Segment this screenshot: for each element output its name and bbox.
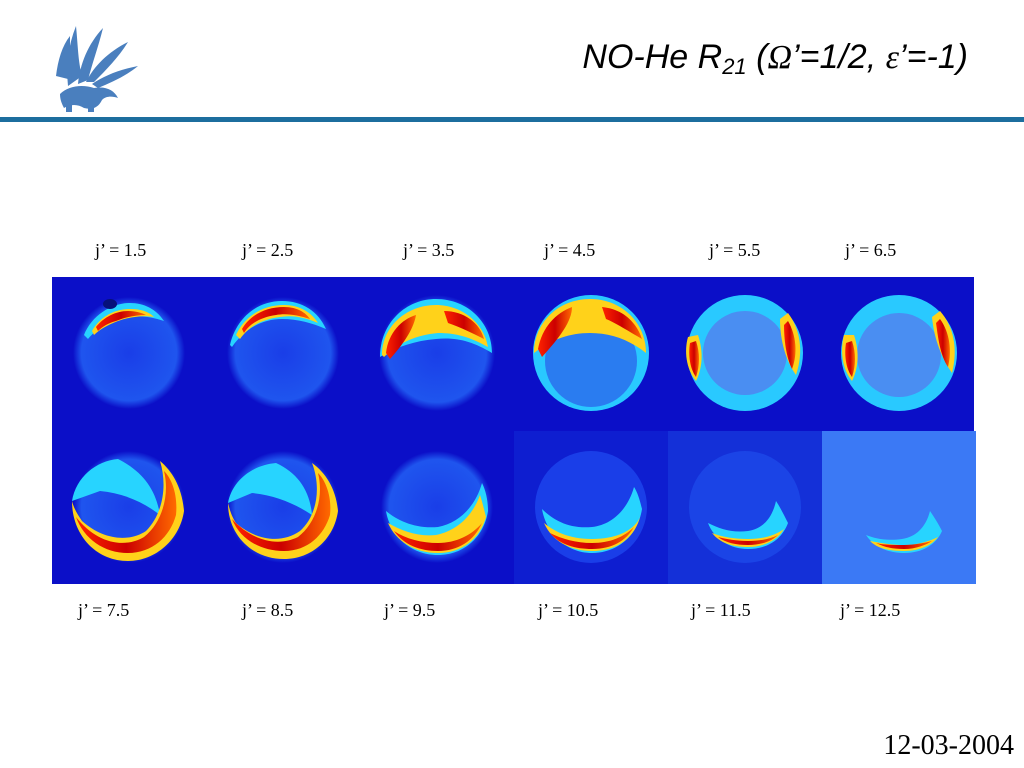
griffin-emblem-icon (56, 26, 138, 112)
image-panel-2 (227, 297, 339, 409)
header-divider (0, 117, 1024, 122)
label-top-5: j’ = 5.5 (709, 240, 761, 260)
label-top-4: j’ = 4.5 (544, 240, 596, 260)
epsilon-symbol: ε (885, 39, 900, 76)
image-panel-4 (533, 295, 649, 411)
title-end: ’=-1) (899, 38, 968, 76)
image-panel-10 (514, 431, 668, 584)
image-panel-grid (52, 277, 976, 584)
slide-title: NO-He R21 (Ω’=1/2, ε’=-1) (582, 38, 968, 80)
image-panel-9 (381, 451, 493, 563)
label-bottom-2: j’ = 8.5 (242, 600, 294, 620)
label-top-3: j’ = 3.5 (403, 240, 455, 260)
title-mid: ’=1/2, (792, 38, 886, 76)
omega-symbol: Ω (767, 39, 793, 76)
title-open: ( (746, 38, 768, 76)
label-bottom-3: j’ = 9.5 (384, 600, 436, 620)
label-top-2: j’ = 2.5 (242, 240, 294, 260)
label-top-6: j’ = 6.5 (845, 240, 897, 260)
label-bottom-4: j’ = 10.5 (538, 600, 599, 620)
image-panel-3 (379, 295, 495, 411)
label-bottom-1: j’ = 7.5 (78, 600, 130, 620)
image-panel-1 (73, 297, 185, 409)
label-bottom-6: j’ = 12.5 (840, 600, 901, 620)
image-panel-11 (668, 431, 822, 584)
label-top-1: j’ = 1.5 (95, 240, 147, 260)
image-panel-5 (686, 295, 803, 411)
image-panel-6 (841, 295, 957, 411)
label-bottom-5: j’ = 11.5 (691, 600, 751, 620)
title-subscript: 21 (722, 54, 747, 79)
slide-date: 12-03-2004 (883, 730, 1014, 761)
title-main: NO-He R (582, 38, 723, 76)
image-panel-12 (822, 431, 976, 584)
image-panel-7 (72, 451, 185, 563)
image-panel-8 (227, 451, 339, 563)
